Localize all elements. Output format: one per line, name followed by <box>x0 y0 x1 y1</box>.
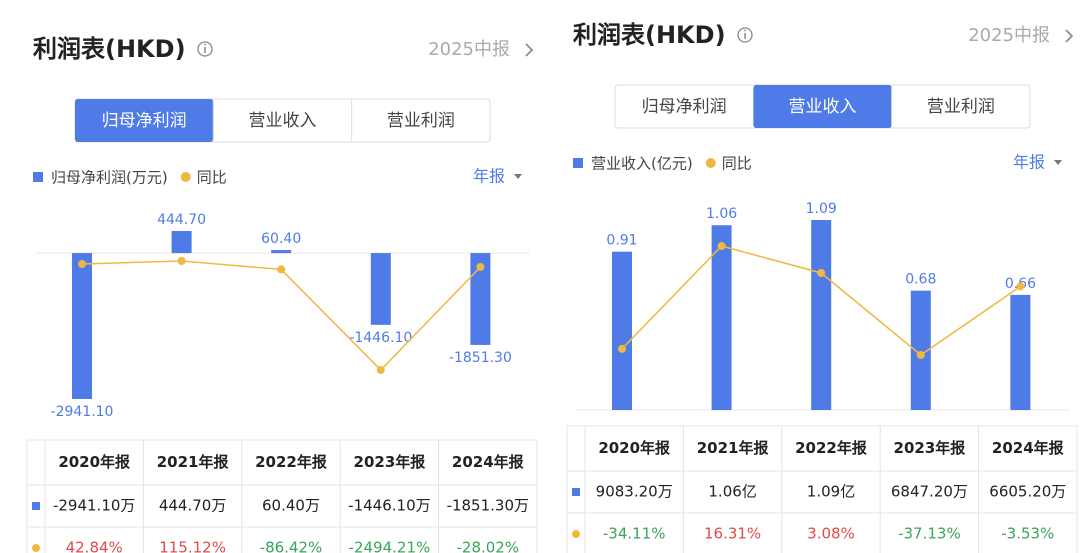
info-icon[interactable] <box>197 41 213 57</box>
table-cell: 3.08% <box>807 525 855 543</box>
table-cell: -37.13% <box>898 525 961 543</box>
bar-value-label: 1.06 <box>706 206 737 222</box>
line <box>81 260 481 372</box>
report-type-selector[interactable]: 年报 <box>1013 153 1045 172</box>
table-header: 2021年报 <box>157 453 229 471</box>
bar-value-label: -2941.10 <box>51 404 114 420</box>
info-icon[interactable] <box>737 27 753 43</box>
bar <box>171 231 192 254</box>
table-header: 2023年报 <box>354 453 426 471</box>
legend-swatch <box>705 158 716 168</box>
bar <box>271 250 292 254</box>
table-header: 2021年报 <box>697 439 769 457</box>
chevron <box>1065 29 1074 43</box>
table-cell: 1.09亿 <box>807 483 855 501</box>
bar-value-label: 444.70 <box>157 212 206 228</box>
table <box>26 439 538 553</box>
row-marker <box>32 502 40 510</box>
table-cell: 42.84% <box>66 539 123 553</box>
bar-value-label: 60.40 <box>261 231 301 247</box>
panel-title: 利润表(HKD) <box>33 35 186 63</box>
row-marker <box>572 488 580 496</box>
report-type-selector[interactable]: 年报 <box>473 167 505 186</box>
row-marker <box>572 530 580 538</box>
info-icon-dot <box>204 43 206 46</box>
table-cell: 1.06亿 <box>708 483 756 501</box>
bar <box>612 251 632 410</box>
legend-swatch <box>573 158 583 168</box>
dropdown-arrow <box>1054 160 1062 165</box>
legend-label: 营业收入(亿元) <box>591 155 693 173</box>
line-point <box>177 257 186 265</box>
line-point <box>618 344 626 353</box>
line-point <box>376 366 385 374</box>
bar-value-label: -1446.10 <box>349 330 412 346</box>
legend-swatch <box>33 172 43 182</box>
table-cell: -34.11% <box>603 525 666 543</box>
bar <box>811 220 832 410</box>
tab[interactable]: 营业利润 <box>387 111 455 131</box>
table-cell: 6605.20万 <box>989 483 1066 501</box>
period-selector[interactable]: 2025中报 <box>428 39 510 60</box>
bar-value-label: 0.68 <box>905 272 936 288</box>
line-point <box>1016 282 1025 291</box>
legend-label: 归母净利润(万元) <box>51 169 168 187</box>
line-point <box>817 268 826 277</box>
bar <box>470 253 491 345</box>
table-header: 2022年报 <box>795 439 867 457</box>
table-cell: -28.02% <box>456 539 519 553</box>
line-point <box>277 265 286 274</box>
row-marker <box>32 544 40 552</box>
dropdown-arrow <box>514 174 522 179</box>
tab[interactable]: 归母净利润 <box>102 111 187 131</box>
table-cell: -2941.10万 <box>53 497 135 515</box>
table-cell: 444.70万 <box>159 497 227 515</box>
table-cell: 16.31% <box>704 525 761 543</box>
table-cell: -2494.21% <box>349 539 431 553</box>
period-selector[interactable]: 2025中报 <box>968 25 1050 46</box>
bar-value-label: 1.09 <box>806 201 837 217</box>
bar <box>1010 294 1031 410</box>
table-cell: -86.42% <box>260 539 323 553</box>
table-cell: 9083.20万 <box>596 483 673 501</box>
table-header: 2020年报 <box>58 453 130 471</box>
table-cell: 6847.20万 <box>891 483 968 501</box>
line-point <box>916 351 925 359</box>
legend-label: 同比 <box>722 155 752 173</box>
legend-swatch <box>180 172 191 182</box>
chevron <box>525 43 534 57</box>
tab[interactable]: 营业利润 <box>927 97 995 117</box>
table-cell: -3.53% <box>1001 525 1054 543</box>
bar <box>711 225 732 410</box>
line-point <box>78 260 86 269</box>
table <box>566 425 1078 553</box>
tab-active-bg <box>753 85 892 128</box>
tab[interactable]: 归母净利润 <box>642 97 727 117</box>
bar <box>72 253 92 399</box>
bar <box>910 290 931 410</box>
table-cell: 60.40万 <box>262 497 320 515</box>
tab[interactable]: 营业收入 <box>249 111 317 131</box>
table-header: 2022年报 <box>255 453 327 471</box>
bar-value-label: 0.91 <box>606 233 637 249</box>
info-icon-dot <box>744 29 746 32</box>
table-header: 2024年报 <box>452 453 524 471</box>
bar-value-label: -1851.30 <box>449 350 512 366</box>
legend-label: 同比 <box>197 169 227 187</box>
panel-title: 利润表(HKD) <box>573 21 726 49</box>
line-point <box>717 242 726 250</box>
line-point <box>476 262 485 271</box>
table-cell: -1851.30万 <box>447 497 529 515</box>
tab-active-bg <box>75 99 214 142</box>
table-header: 2024年报 <box>992 439 1064 457</box>
bar <box>370 253 391 325</box>
tab[interactable]: 营业收入 <box>789 97 857 117</box>
table-header: 2020年报 <box>598 439 670 457</box>
table-header: 2023年报 <box>894 439 966 457</box>
table-cell: -1446.10万 <box>348 497 430 515</box>
table-cell: 115.12% <box>159 539 226 553</box>
